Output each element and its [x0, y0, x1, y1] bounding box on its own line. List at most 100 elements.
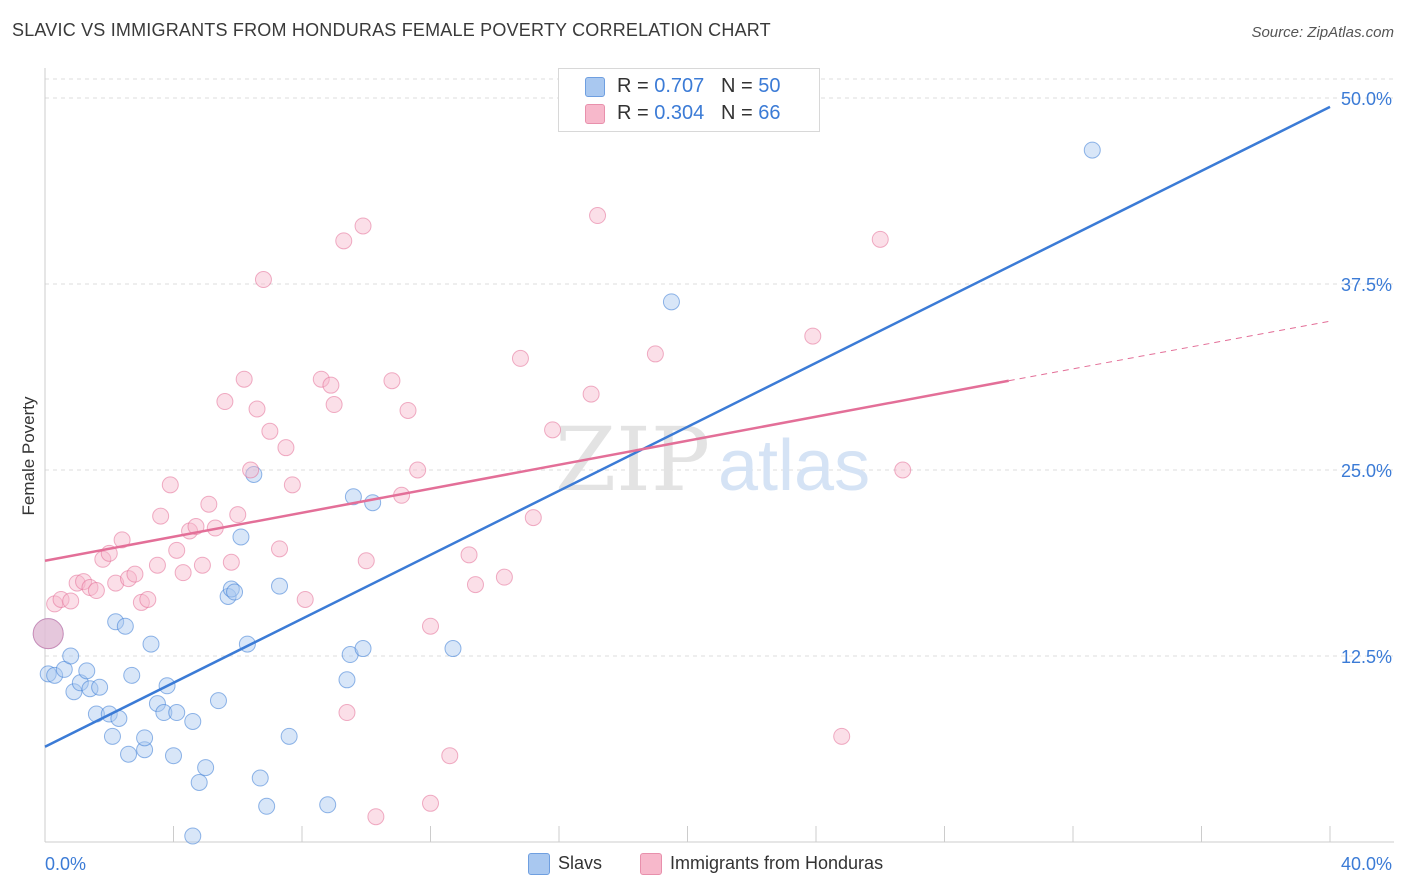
- honduras-point: [216, 393, 234, 411]
- slavs-point: [148, 695, 166, 713]
- honduras-point: [113, 531, 131, 549]
- slavs-point: [232, 528, 250, 546]
- honduras-point: [511, 349, 529, 367]
- honduras-point: [148, 556, 166, 574]
- honduras-point: [335, 232, 353, 250]
- watermark-zip: ZIP: [555, 408, 710, 511]
- bottom-legend-swatch-slavs: [528, 853, 550, 875]
- bottom-legend-label-slavs: Slavs: [558, 853, 603, 873]
- honduras-point: [466, 576, 484, 594]
- honduras-point: [139, 590, 157, 608]
- watermark: ZIP atlas: [555, 408, 870, 511]
- honduras-point: [524, 509, 542, 527]
- watermark-atlas: atlas: [718, 426, 870, 506]
- honduras-point: [383, 372, 401, 390]
- honduras-point: [254, 271, 272, 289]
- honduras-point: [804, 327, 822, 345]
- honduras-point: [441, 747, 459, 765]
- x-tick-label: 0.0%: [45, 854, 86, 874]
- slavs-point: [280, 727, 298, 745]
- honduras-point: [87, 582, 105, 600]
- honduras-point: [871, 230, 889, 248]
- y-axis-label: Female Poverty: [19, 396, 38, 516]
- slavs-point: [165, 747, 182, 765]
- bottom-legend-label-honduras: Immigrants from Honduras: [670, 853, 884, 873]
- slavs-point: [103, 727, 121, 745]
- legend-swatch-slavs: [585, 77, 605, 97]
- honduras-point: [338, 704, 356, 722]
- slavs-point: [1083, 141, 1101, 159]
- legend-n-label: N =: [720, 102, 759, 124]
- honduras-point: [222, 553, 240, 571]
- slavs-point: [338, 671, 356, 689]
- honduras-point: [174, 564, 192, 582]
- slavs-point: [662, 293, 680, 311]
- honduras-point: [495, 568, 513, 586]
- honduras-point: [589, 207, 607, 225]
- axes-layer: [44, 68, 1394, 843]
- y-tick-label: 12.5%: [1341, 647, 1392, 667]
- y-tick-label: 25.0%: [1341, 461, 1392, 481]
- honduras-point: [296, 590, 314, 608]
- slavs-point: [184, 827, 202, 845]
- honduras-point: [422, 794, 439, 812]
- slavs-point: [65, 683, 83, 701]
- honduras-point: [193, 556, 211, 574]
- honduras-point: [367, 808, 385, 826]
- slavs-point: [136, 729, 154, 747]
- honduras-point: [399, 401, 417, 419]
- honduras-point: [283, 476, 301, 494]
- slavs-point: [251, 769, 269, 787]
- legend-r-label: R =: [617, 102, 655, 124]
- honduras-point: [409, 461, 427, 479]
- honduras-point: [248, 400, 266, 418]
- honduras-point: [422, 617, 439, 635]
- honduras-trend-extension: [1008, 320, 1331, 382]
- tick-labels-layer: 12.5% 25.0% 37.5% 50.0% 0.0% 40.0%: [45, 89, 1392, 874]
- honduras-point: [322, 376, 340, 394]
- slavs-point: [78, 662, 96, 680]
- honduras-point: [833, 727, 851, 745]
- honduras-trend-line: [44, 379, 1009, 562]
- honduras-point: [168, 541, 186, 559]
- honduras-point: [312, 370, 330, 388]
- slavs-trend-line: [44, 105, 1331, 748]
- trend-layer: [44, 105, 1331, 748]
- slavs-point: [344, 488, 362, 506]
- honduras-point: [894, 461, 912, 479]
- points-layer: [32, 141, 1101, 845]
- slavs-point: [120, 745, 138, 763]
- x-tick-label: 40.0%: [1341, 854, 1392, 874]
- slavs-point: [258, 797, 276, 815]
- honduras-point: [277, 439, 295, 457]
- slavs-point: [444, 640, 462, 658]
- chart-title: SLAVIC VS IMMIGRANTS FROM HONDURAS FEMAL…: [12, 20, 771, 40]
- slavs-point: [116, 617, 134, 635]
- slavs-point: [123, 666, 141, 684]
- honduras-point: [68, 574, 86, 592]
- honduras-point: [357, 552, 375, 570]
- slavs-point: [62, 647, 80, 665]
- honduras-point: [261, 422, 279, 440]
- slavs-point: [271, 577, 289, 595]
- honduras-point: [126, 565, 144, 583]
- honduras-point: [229, 506, 247, 524]
- honduras-point: [354, 217, 372, 235]
- slavs-point: [155, 704, 173, 722]
- honduras-point: [152, 507, 170, 525]
- bottom-legend-swatch-honduras: [640, 853, 662, 875]
- y-tick-label: 37.5%: [1341, 275, 1392, 295]
- legend-swatch-honduras: [585, 104, 605, 124]
- slavs-point: [39, 665, 57, 683]
- legend-n-value: 66: [758, 102, 781, 124]
- honduras-point: [75, 573, 93, 591]
- legend: R = 0.707 N = 50 R = 0.304 N = 66: [558, 68, 820, 132]
- slavs-point: [107, 613, 125, 631]
- slavs-point: [319, 796, 337, 814]
- slavs-point: [168, 704, 186, 722]
- honduras-point: [325, 396, 343, 414]
- honduras-point: [32, 618, 64, 650]
- honduras-point: [235, 370, 253, 388]
- slavs-point: [209, 692, 227, 710]
- honduras-point: [544, 421, 562, 439]
